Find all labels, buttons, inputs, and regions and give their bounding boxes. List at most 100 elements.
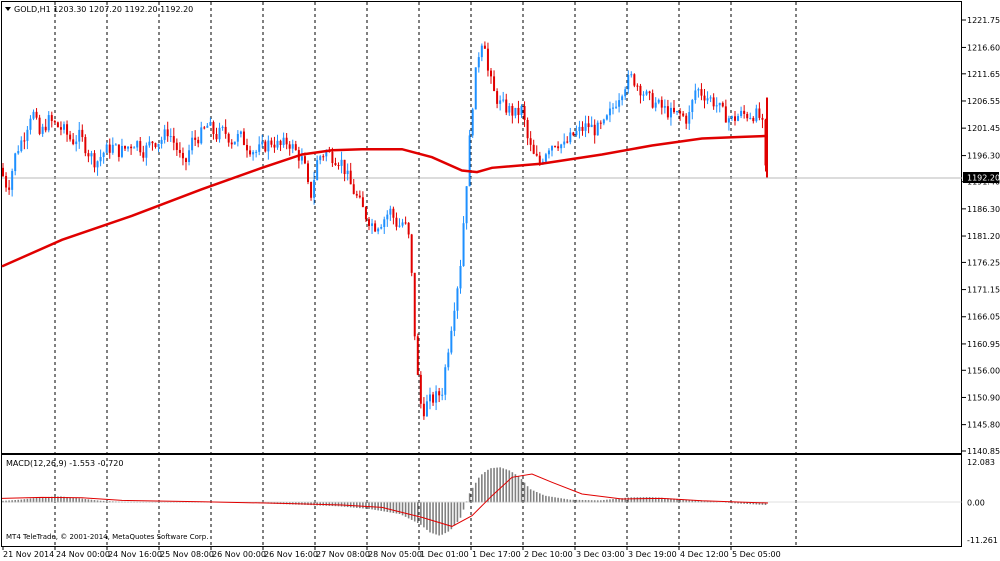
price-axis[interactable]: 1221.75 1216.60 1211.65 1206.55 1201.45 1196.… bbox=[962, 16, 1000, 456]
candle-body bbox=[712, 97, 715, 107]
candle-body bbox=[316, 160, 319, 181]
candle-body bbox=[166, 129, 169, 137]
candle-body bbox=[44, 126, 47, 131]
price-tick-label: 1176.25 bbox=[967, 258, 1000, 267]
candle-body bbox=[627, 75, 630, 90]
candle-body bbox=[593, 124, 596, 136]
time-tick-label: 3 Dec 03:00 bbox=[576, 550, 625, 559]
price-tick-label: 1196.30 bbox=[967, 152, 1000, 161]
candle-body bbox=[459, 266, 462, 289]
time-tick-label: 24 Nov 16:00 bbox=[108, 550, 162, 559]
candle-body bbox=[139, 141, 142, 153]
candle-body bbox=[682, 113, 685, 116]
candle-body bbox=[221, 126, 224, 128]
candle-body bbox=[66, 124, 69, 135]
candle-body bbox=[84, 137, 87, 154]
candle-body bbox=[557, 146, 560, 149]
candle-body bbox=[337, 165, 340, 167]
candle-body bbox=[285, 137, 288, 145]
candle-body bbox=[233, 141, 236, 145]
candle-body bbox=[200, 127, 203, 144]
candle-body bbox=[468, 135, 471, 187]
candle-body bbox=[26, 129, 29, 141]
candle-body bbox=[133, 147, 136, 149]
candle-body bbox=[32, 111, 35, 119]
candle-body bbox=[520, 106, 523, 115]
candle-body bbox=[453, 310, 456, 331]
candle-body bbox=[612, 107, 614, 109]
candle-body bbox=[657, 99, 660, 103]
candle-body bbox=[178, 149, 181, 153]
candle-body bbox=[547, 150, 550, 155]
candle-body bbox=[572, 132, 575, 136]
candle-body bbox=[368, 219, 370, 226]
candle-body bbox=[554, 146, 557, 148]
candle-body bbox=[63, 124, 65, 130]
candle-body bbox=[666, 106, 669, 118]
time-tick-label: 3 Dec 19:00 bbox=[628, 550, 677, 559]
candle-body bbox=[407, 222, 410, 235]
macd-axis-label: 12.083 bbox=[967, 458, 995, 467]
candle-body bbox=[505, 99, 508, 113]
price-tick-label: 1160.95 bbox=[967, 340, 1000, 349]
candle-body bbox=[23, 140, 26, 142]
candle-body bbox=[477, 57, 480, 68]
time-tick-label: 21 Nov 2014 bbox=[3, 550, 54, 559]
candle-body bbox=[185, 158, 187, 163]
candle-body bbox=[551, 146, 553, 151]
dropdown-triangle-icon[interactable] bbox=[5, 7, 11, 11]
candle-body bbox=[514, 107, 517, 116]
candle-body bbox=[282, 137, 285, 145]
candle-body bbox=[560, 144, 563, 149]
candle-body bbox=[743, 110, 746, 114]
candle-body bbox=[209, 122, 212, 126]
candle-body bbox=[340, 159, 343, 166]
candle-body bbox=[496, 91, 499, 104]
macd-axis-label: 0.00 bbox=[967, 498, 985, 507]
candle-body bbox=[709, 97, 712, 99]
current-price-tag: 1192.20 bbox=[963, 172, 1000, 183]
candle-body bbox=[569, 132, 572, 143]
candle-body bbox=[685, 115, 688, 124]
candle-body bbox=[310, 181, 313, 198]
candle-body bbox=[151, 141, 154, 144]
price-tick-label: 1166.05 bbox=[967, 313, 1000, 322]
candle-body bbox=[523, 106, 526, 121]
candle-body bbox=[364, 207, 367, 220]
candle-body bbox=[276, 140, 279, 148]
time-tick-label: 24 Nov 00:00 bbox=[56, 550, 110, 559]
candle-body bbox=[450, 330, 453, 353]
candle-body bbox=[526, 120, 529, 139]
time-tick-label: 4 Dec 12:00 bbox=[680, 550, 729, 559]
candle-body bbox=[392, 208, 395, 218]
current-price-label: 1192.20 bbox=[967, 174, 1000, 183]
candle-body bbox=[535, 153, 538, 156]
candle-body bbox=[676, 111, 679, 113]
candle-body bbox=[697, 89, 700, 91]
candle-body bbox=[307, 163, 309, 182]
price-tick-label: 1171.15 bbox=[967, 286, 1000, 295]
candle-body bbox=[145, 145, 148, 158]
candle-body bbox=[718, 102, 721, 106]
candle-body bbox=[380, 227, 383, 229]
main-panel-frame bbox=[1, 1, 962, 454]
price-tick-label: 1181.20 bbox=[967, 232, 1000, 241]
candle-body bbox=[422, 403, 425, 417]
candle-body bbox=[425, 401, 428, 417]
candle-body bbox=[236, 133, 239, 142]
candle-body bbox=[435, 391, 438, 403]
candle-body bbox=[136, 141, 139, 148]
candle-body bbox=[715, 105, 718, 107]
candle-body bbox=[148, 141, 151, 146]
moving-average-line bbox=[1, 134, 769, 268]
macd-signal-line bbox=[1, 473, 769, 527]
candle-body bbox=[188, 150, 191, 163]
candle-body bbox=[90, 153, 93, 157]
candle-body bbox=[227, 133, 230, 143]
price-tick-label: 1206.55 bbox=[967, 97, 1000, 106]
candle-body bbox=[694, 90, 697, 101]
candle-body bbox=[499, 100, 502, 104]
